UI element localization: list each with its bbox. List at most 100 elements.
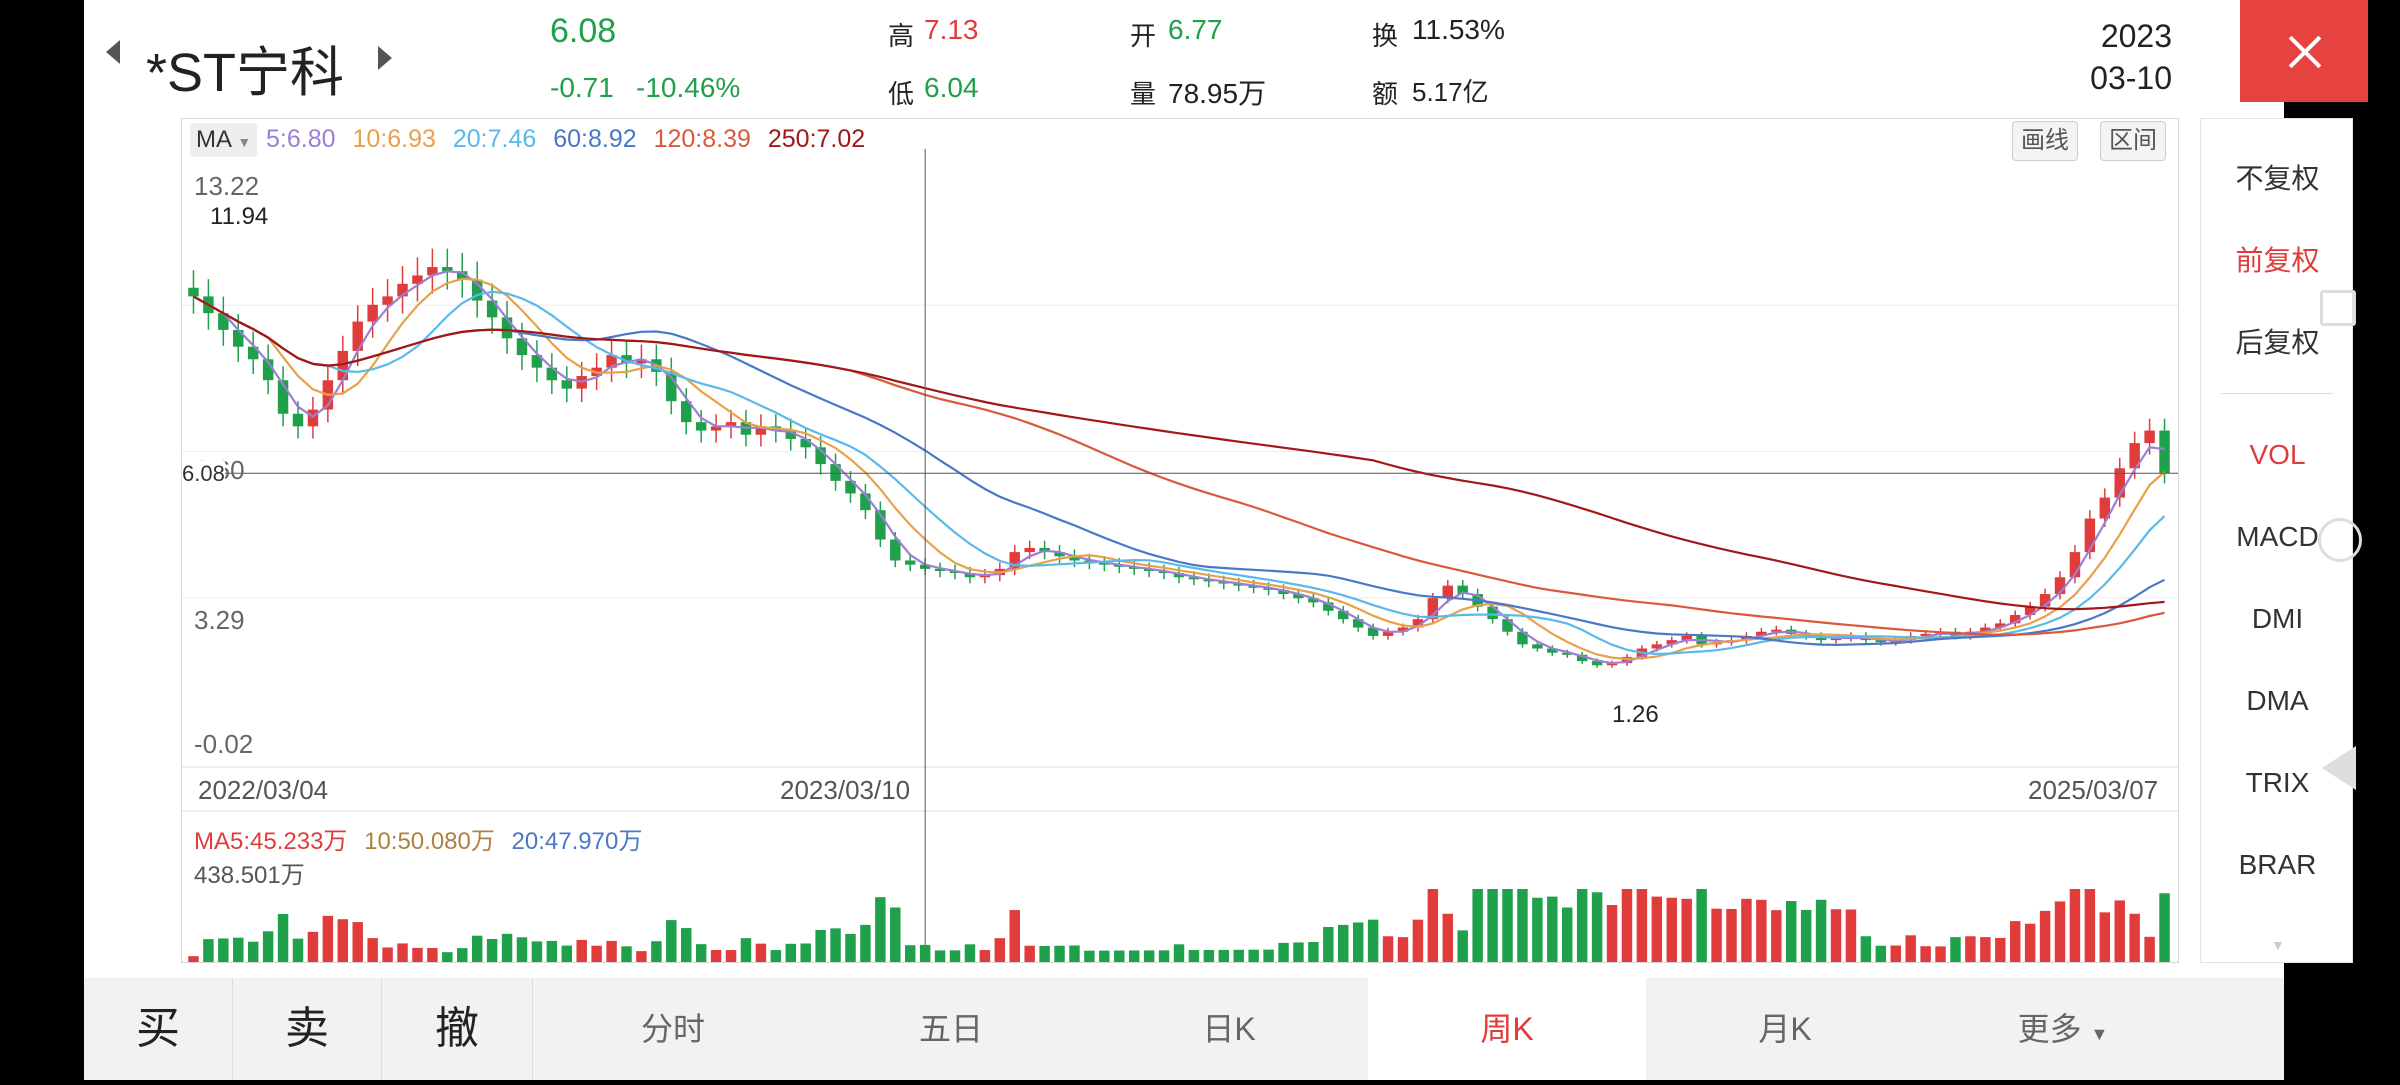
candle[interactable]: [1024, 547, 1035, 553]
buy-button[interactable]: 买: [84, 978, 233, 1080]
side-item-trix[interactable]: TRIX: [2245, 767, 2310, 798]
candle[interactable]: [1666, 640, 1677, 645]
candle[interactable]: [934, 568, 946, 571]
candle[interactable]: [755, 426, 767, 435]
prev-stock-button[interactable]: [106, 40, 120, 64]
tab-monthly-k[interactable]: 月K: [1758, 1011, 1812, 1047]
candle[interactable]: [890, 539, 901, 561]
candle[interactable]: [1756, 631, 1767, 636]
tab-weekly-k[interactable]: 周K: [1368, 978, 1646, 1080]
candle[interactable]: [188, 287, 199, 297]
candle[interactable]: [845, 480, 856, 494]
candle[interactable]: [292, 413, 304, 427]
tab-more[interactable]: 更多 ▼: [1924, 978, 2202, 1080]
candle[interactable]: [337, 350, 349, 381]
candle[interactable]: [2054, 577, 2066, 595]
close-button[interactable]: [2240, 0, 2368, 102]
candle[interactable]: [247, 346, 259, 360]
candle[interactable]: [1352, 619, 1364, 628]
candle[interactable]: [710, 426, 722, 431]
candle[interactable]: [427, 267, 438, 276]
candle[interactable]: [1517, 631, 1528, 645]
candle[interactable]: [815, 447, 826, 465]
candle[interactable]: [1054, 552, 1065, 557]
candle[interactable]: [1547, 648, 1558, 653]
candle[interactable]: [1502, 619, 1513, 632]
range-button[interactable]: 区间: [2100, 121, 2166, 161]
candle[interactable]: [471, 279, 483, 301]
candle[interactable]: [1397, 627, 1409, 632]
candle[interactable]: [2024, 606, 2036, 615]
candle[interactable]: [382, 296, 393, 305]
candle[interactable]: [1367, 627, 1379, 636]
candle[interactable]: [1875, 640, 1887, 643]
candle[interactable]: [1308, 598, 1319, 603]
candle[interactable]: [561, 380, 573, 389]
candle[interactable]: [621, 355, 632, 364]
candle[interactable]: [860, 493, 871, 511]
candle[interactable]: [1920, 633, 1931, 636]
candle[interactable]: [1382, 631, 1394, 636]
candle[interactable]: [1681, 635, 1692, 641]
side-item-no-adjust[interactable]: 不复权: [2235, 163, 2320, 194]
candle[interactable]: [457, 271, 468, 280]
candle[interactable]: [277, 380, 289, 414]
candle[interactable]: [636, 359, 647, 364]
candle[interactable]: [785, 430, 796, 439]
candle[interactable]: [1591, 661, 1603, 666]
side-item-forward-adjust[interactable]: 前复权: [2235, 245, 2320, 276]
candle[interactable]: [2159, 430, 2170, 474]
ma-selector[interactable]: MA ▼: [190, 123, 258, 157]
home-button[interactable]: [2318, 518, 2362, 562]
tab-five-day[interactable]: 五日: [918, 1011, 983, 1047]
candle[interactable]: [2114, 468, 2125, 498]
candle[interactable]: [964, 573, 976, 578]
candle[interactable]: [1427, 598, 1439, 620]
candle[interactable]: [1562, 652, 1573, 655]
candle[interactable]: [2069, 552, 2081, 578]
kline-chart[interactable]: [182, 119, 2178, 962]
cancel-order-button[interactable]: 撤: [382, 978, 533, 1080]
side-item-vol[interactable]: VOL: [2249, 439, 2306, 470]
draw-line-button[interactable]: 画线: [2012, 121, 2078, 161]
candle[interactable]: [1651, 644, 1663, 649]
candle[interactable]: [1412, 619, 1424, 628]
candle[interactable]: [516, 338, 528, 356]
candle[interactable]: [1442, 585, 1454, 599]
candle[interactable]: [1278, 589, 1289, 595]
sell-button[interactable]: 卖: [233, 978, 382, 1080]
candle[interactable]: [1995, 623, 2006, 628]
candle[interactable]: [1576, 654, 1588, 662]
candle[interactable]: [262, 359, 274, 381]
candle[interactable]: [800, 438, 811, 448]
candle[interactable]: [412, 275, 423, 284]
candle[interactable]: [830, 464, 841, 481]
candle[interactable]: [1457, 585, 1468, 595]
tab-daily-k[interactable]: 日K: [1202, 1011, 1256, 1047]
side-item-brar[interactable]: BRAR: [2238, 849, 2317, 880]
recent-apps-button[interactable]: [2320, 290, 2356, 326]
candle[interactable]: [904, 560, 916, 565]
candle[interactable]: [875, 510, 886, 540]
scroll-down-icon[interactable]: ▼: [2271, 937, 2285, 953]
side-item-macd[interactable]: MACD: [2236, 521, 2319, 552]
candle[interactable]: [397, 283, 408, 297]
candle[interactable]: [546, 367, 558, 381]
kline-chart-panel[interactable]: MA ▼ 5:6.80 10:6.93 20:7.46 60:8.92 120:…: [181, 118, 2179, 963]
candle[interactable]: [1338, 610, 1349, 620]
candle[interactable]: [2039, 594, 2051, 607]
candle[interactable]: [606, 355, 617, 368]
candle[interactable]: [1173, 573, 1185, 578]
side-item-dma[interactable]: DMA: [2246, 685, 2309, 716]
candle[interactable]: [695, 422, 707, 431]
candle[interactable]: [233, 329, 244, 347]
candle[interactable]: [666, 371, 677, 402]
candle[interactable]: [442, 267, 453, 272]
candle[interactable]: [1532, 644, 1543, 649]
candle[interactable]: [2099, 497, 2111, 519]
candle[interactable]: [2144, 430, 2155, 444]
candle[interactable]: [2129, 443, 2140, 469]
tab-intraday[interactable]: 分时: [640, 1011, 705, 1047]
side-item-dmi[interactable]: DMI: [2251, 603, 2304, 634]
candle[interactable]: [352, 321, 363, 351]
